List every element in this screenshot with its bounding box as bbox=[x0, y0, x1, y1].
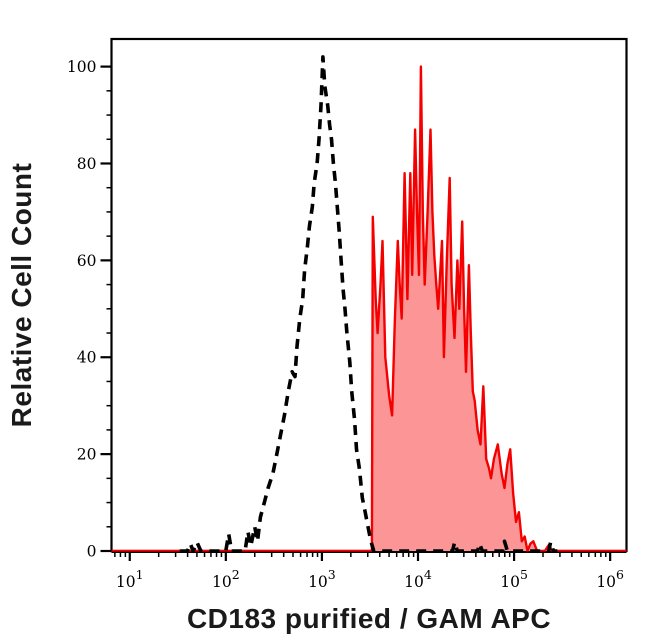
plot-border bbox=[110, 37, 628, 553]
y-tick-label: 60 bbox=[77, 252, 97, 270]
x-axis-title: CD183 purified / GAM APC bbox=[187, 603, 551, 634]
y-axis-title: Relative Cell Count bbox=[6, 163, 37, 428]
cd183-gam-apc-signal-fill bbox=[111, 66, 627, 551]
x-tick-label: 106 bbox=[596, 567, 624, 591]
cd183-gam-apc-signal-curve bbox=[111, 65, 627, 553]
x-tick-label: 101 bbox=[116, 567, 144, 591]
x-tick-label: 104 bbox=[404, 567, 432, 591]
y-tick-label: 40 bbox=[77, 349, 97, 367]
y-tick-label: 20 bbox=[77, 446, 97, 464]
y-tick-label: 0 bbox=[87, 543, 97, 561]
negative-control-curve bbox=[179, 55, 558, 553]
y-tick-label: 100 bbox=[67, 58, 97, 76]
x-tick-label: 102 bbox=[212, 567, 240, 591]
x-tick-label: 103 bbox=[308, 567, 336, 591]
y-tick-label: 80 bbox=[77, 155, 97, 173]
x-tick-label: 105 bbox=[500, 567, 528, 591]
